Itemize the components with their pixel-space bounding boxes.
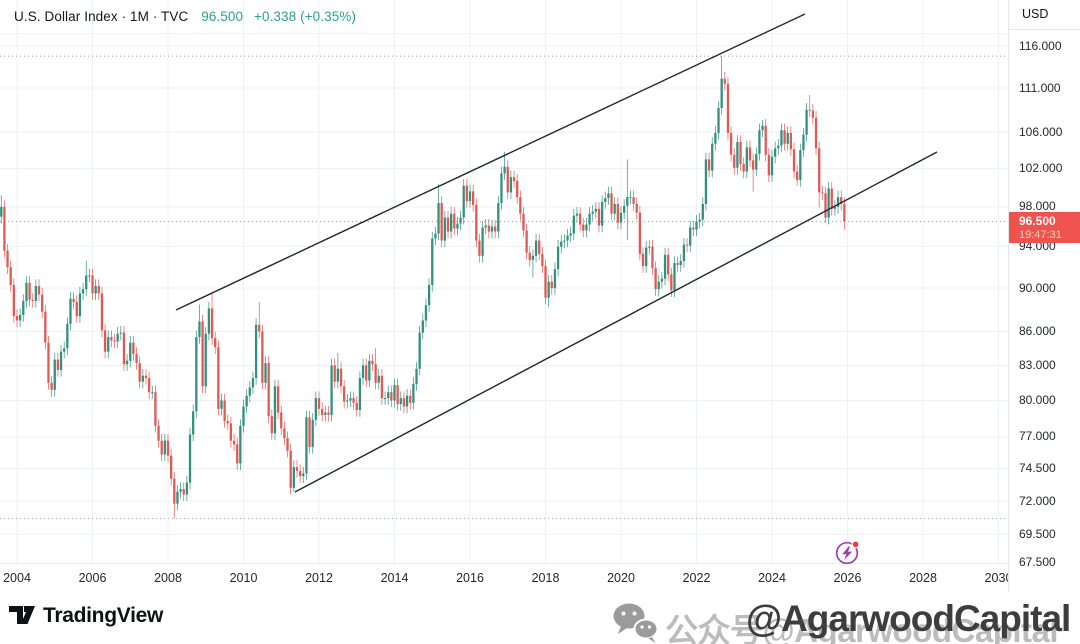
dotted-level-lines <box>0 55 1008 519</box>
time-axis-label: 2012 <box>305 571 333 585</box>
time-axis-label: 2026 <box>833 571 862 585</box>
price-axis-label: 83.000 <box>1019 357 1056 372</box>
symbol-title[interactable]: U.S. Dollar Index · 1M · TVC <box>14 9 189 24</box>
price-axis-label: 80.000 <box>1019 392 1056 407</box>
header-price-change: +0.338 (+0.35%) <box>253 9 357 24</box>
price-axis-label: 102.000 <box>1019 161 1063 176</box>
time-axis-label: 2006 <box>78 571 107 585</box>
candles-layer[interactable] <box>0 56 846 519</box>
symbol-header[interactable]: U.S. Dollar Index · 1M · TVC 96.500 +0.3… <box>14 9 356 24</box>
bar-close-countdown: 19:47:31 <box>1019 229 1062 241</box>
time-axis-label: 2024 <box>758 571 786 585</box>
time-axis-label: 2020 <box>607 571 635 585</box>
trend-channel-lines[interactable] <box>175 13 938 493</box>
time-axis-label: 2028 <box>909 571 937 585</box>
candlestick-chart-canvas[interactable] <box>0 0 1008 563</box>
tradingview-logo-text: TradingView <box>43 603 164 627</box>
watermark-handle-text: @AgarwoodCapital <box>746 598 1071 639</box>
price-axis-label: 111.000 <box>1019 80 1061 95</box>
time-axis-label: 2016 <box>456 571 484 585</box>
watermark-echo-text: 公众号@AgarwoodCapital <box>665 612 1059 644</box>
price-axis-label: 77.000 <box>1019 429 1056 444</box>
price-axis-label: 74.500 <box>1019 460 1056 475</box>
time-axis-label: 2004 <box>3 571 31 585</box>
tradingview-logo[interactable]: TradingView <box>9 603 163 628</box>
time-axis[interactable]: 2004 2006 2008 2010 2012 2014 2016 2018 2020 2022… <box>0 563 1012 593</box>
time-axis-label: 2008 <box>154 571 182 585</box>
last-price-label-box: 96.500 19:47:31 <box>1009 212 1080 243</box>
time-axis-label: 2022 <box>682 571 711 585</box>
price-axis-label: 106.000 <box>1019 124 1063 139</box>
grid-layer <box>0 0 1008 563</box>
time-axis-label: 2010 <box>229 571 258 585</box>
wechat-icon <box>613 603 659 643</box>
lightning-status-icon[interactable] <box>833 538 863 573</box>
header-last-price: 96.500 <box>201 9 244 24</box>
price-axis-label: 67.500 <box>1019 555 1056 570</box>
time-axis-label: 2014 <box>380 571 409 585</box>
last-price-value: 96.500 <box>1019 214 1056 228</box>
price-axis[interactable]: USD 116.000 111.000 106.000 102.000 98.000 94… <box>1008 0 1080 592</box>
currency-label: USD <box>1009 0 1080 30</box>
price-axis-label: 69.500 <box>1019 527 1056 542</box>
price-axis-label: 90.000 <box>1019 280 1056 295</box>
time-axis-label: 2018 <box>531 571 560 585</box>
tradingview-logo-icon <box>9 606 35 624</box>
price-axis-label: 98.000 <box>1019 199 1056 214</box>
price-axis-label: 116.000 <box>1019 38 1062 53</box>
price-axis-label: 86.000 <box>1019 323 1056 338</box>
time-axis-label: 2030 <box>984 571 1013 585</box>
price-axis-label: 72.000 <box>1019 493 1056 508</box>
